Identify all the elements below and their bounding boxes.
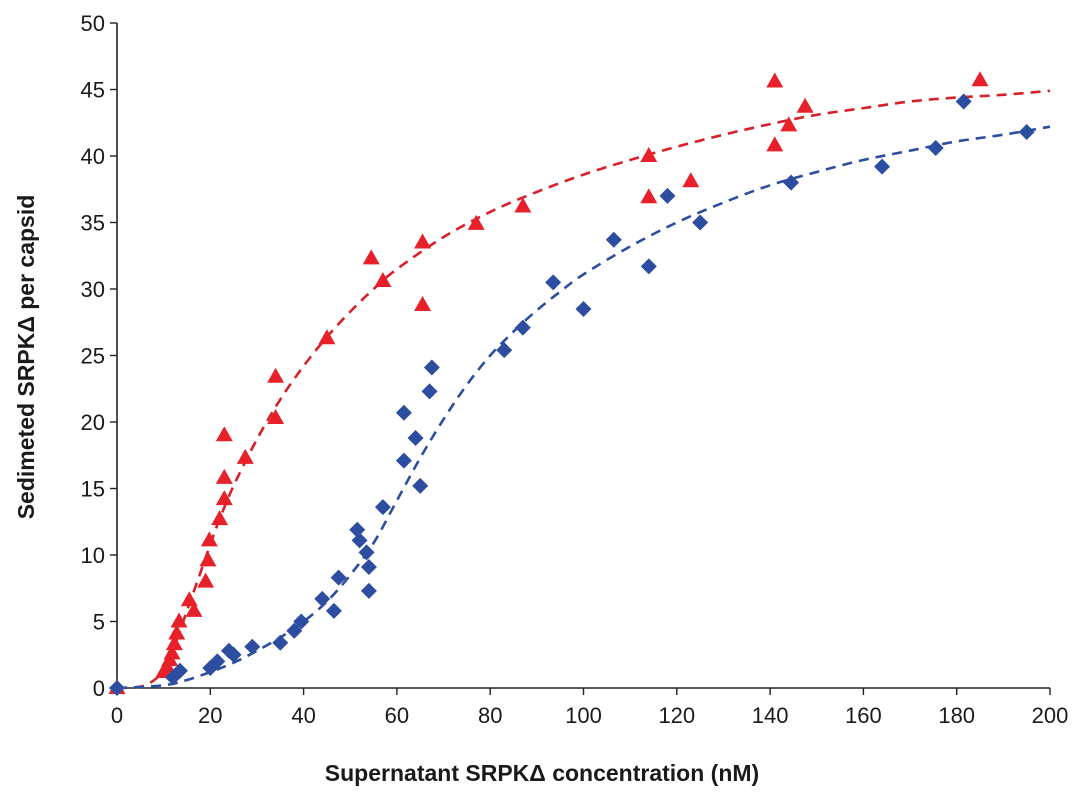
diamond-point [545, 274, 562, 291]
diamond-point [330, 569, 347, 586]
triangle-point [197, 572, 215, 588]
y-axis-label: Sedimeted SRPKΔ per capsid [13, 195, 39, 520]
diamond-point [659, 187, 676, 204]
fit-curves [116, 89, 1051, 690]
diamond-point [423, 359, 440, 376]
diamond-point [171, 662, 188, 679]
triangle-point [236, 448, 254, 464]
triangle-point [766, 72, 784, 88]
triangle-point [514, 197, 532, 213]
diamond-point [575, 300, 592, 317]
triangle-point [362, 249, 380, 265]
triangle-point [215, 468, 233, 484]
diamond-point [395, 452, 412, 469]
diamond-point [286, 622, 303, 639]
diamond-point [496, 342, 513, 359]
diamond-point [421, 383, 438, 400]
triangle-point [640, 147, 658, 162]
triangle-point [971, 71, 989, 87]
diamond-point [692, 214, 709, 231]
diamond-point [783, 174, 800, 191]
triangle-point [374, 272, 392, 288]
diamond-point [514, 319, 531, 336]
fit-curve-1 [116, 89, 1051, 690]
diamond-point [209, 653, 226, 670]
diamond-point [407, 429, 424, 446]
data-points [108, 71, 1035, 696]
triangle-point [215, 426, 233, 442]
diamond-point [605, 231, 622, 248]
diamond-point [358, 544, 375, 561]
diamond-point [272, 634, 289, 651]
diamond-point [412, 477, 429, 494]
diamond-point [244, 638, 261, 655]
diamond-point [360, 558, 377, 575]
triangle-point [215, 490, 233, 506]
x-tick-label: 60 [385, 703, 409, 728]
diamond-point [314, 590, 331, 607]
x-tick-label: 40 [291, 703, 315, 728]
diamond-point [225, 646, 242, 663]
triangle-point [796, 97, 814, 113]
triangle-point [165, 635, 183, 651]
triangle-point [467, 214, 485, 230]
y-tick-label: 45 [81, 78, 105, 103]
triangle-point [163, 644, 181, 660]
diamond-point [927, 140, 944, 157]
y-tick-label: 40 [81, 144, 105, 169]
axes: 0 5 10 15 20 25 30 35 40 45 50 0 20 40 60 80 100 120 140 16… [81, 11, 1069, 728]
x-tick-label: 200 [1032, 703, 1069, 728]
y-tick-label: 20 [81, 410, 105, 435]
diamond-point [395, 404, 412, 421]
fit-curve-2 [116, 125, 1051, 690]
diamond-point [1018, 124, 1035, 141]
diamond-point [640, 258, 657, 275]
diamond-point [955, 93, 972, 110]
triangle-point [199, 551, 217, 567]
triangle-point [414, 295, 432, 311]
triangle-point [414, 233, 432, 249]
triangle-point [267, 409, 285, 425]
y-tick-label: 30 [81, 277, 105, 302]
y-tick-label: 5 [93, 610, 105, 635]
diamond-point [349, 521, 366, 538]
y-tick-label: 50 [81, 11, 105, 36]
triangle-point [318, 329, 336, 345]
diamond-point [293, 613, 310, 630]
triangle-point [640, 188, 658, 204]
y-tick-label: 0 [93, 676, 105, 701]
triangle-point [180, 591, 198, 607]
triangle-point [766, 136, 784, 152]
x-tick-label: 80 [478, 703, 502, 728]
x-tick-label: 140 [752, 703, 789, 728]
diamond-point [374, 499, 391, 516]
triangle-point [185, 601, 203, 617]
triangle-point [211, 510, 229, 526]
x-tick-label: 120 [658, 703, 695, 728]
triangle-point [200, 531, 218, 547]
diamond-point [325, 602, 342, 619]
y-tick-label: 35 [81, 211, 105, 236]
diamond-point [109, 680, 125, 696]
y-tick-label: 15 [81, 477, 105, 502]
y-tick-label: 10 [81, 543, 105, 568]
diamond-point [874, 158, 891, 175]
diamond-point [351, 532, 368, 549]
y-tick-label: 25 [81, 344, 105, 369]
triangle-point [267, 367, 285, 383]
triangle-point [168, 624, 186, 640]
triangle-point [170, 612, 188, 628]
x-axis-label: Supernatant SRPKΔ concentration (nM) [325, 760, 759, 786]
triangle-point [780, 116, 798, 132]
x-tick-label: 160 [845, 703, 882, 728]
triangle-point [682, 172, 700, 188]
diamond-point [360, 582, 377, 599]
x-tick-label: 0 [111, 703, 123, 728]
x-tick-label: 180 [938, 703, 975, 728]
x-tick-label: 100 [565, 703, 602, 728]
x-tick-label: 20 [198, 703, 222, 728]
